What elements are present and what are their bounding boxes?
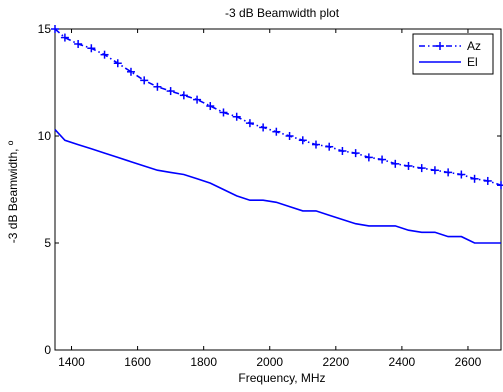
- data-point-az: [483, 176, 492, 185]
- data-point-az: [245, 119, 254, 128]
- x-tick-label: 2400: [389, 355, 416, 369]
- data-point-az: [391, 159, 400, 168]
- series-line-el: [54, 129, 501, 244]
- data-point-az: [60, 33, 69, 42]
- data-point-az: [285, 132, 294, 140]
- x-tick-label: 1600: [124, 355, 151, 369]
- data-point-az: [219, 108, 228, 117]
- legend-label-az: Az: [467, 39, 481, 53]
- y-tick-label: 15: [38, 22, 52, 36]
- data-point-az: [126, 67, 135, 76]
- data-point-az: [153, 82, 162, 91]
- chart-title: -3 dB Beamwidth plot: [225, 6, 340, 20]
- data-point-az: [378, 155, 387, 164]
- y-axis-label: -3 dB Beamwidth, º: [6, 140, 20, 243]
- data-point-az: [100, 50, 109, 59]
- data-point-az: [179, 91, 188, 100]
- x-tick-label: 2200: [322, 355, 349, 369]
- legend: Az El: [412, 33, 494, 75]
- data-point-az: [470, 174, 479, 183]
- data-point-az: [497, 181, 503, 190]
- data-point-az: [430, 166, 439, 175]
- data-point-az: [298, 136, 307, 145]
- data-point-az: [113, 59, 122, 68]
- legend-box: [412, 33, 494, 75]
- data-point-az: [351, 149, 360, 158]
- data-point-az: [232, 112, 241, 121]
- data-point-az: [311, 140, 320, 149]
- legend-marker-az: [436, 42, 444, 50]
- data-point-az: [272, 127, 281, 136]
- plot-frame: [54, 28, 502, 351]
- x-axis-label: Frequency, MHz: [238, 371, 325, 385]
- data-point-az: [404, 161, 413, 170]
- data-point-az: [206, 102, 215, 111]
- data-point-az: [338, 146, 347, 155]
- data-point-az: [364, 153, 373, 162]
- data-point-az: [444, 168, 453, 177]
- data-point-az: [193, 95, 202, 104]
- legend-label-el: El: [467, 55, 478, 69]
- x-tick-label: 1800: [190, 355, 217, 369]
- data-point-az: [417, 164, 426, 173]
- data-point-az: [259, 123, 268, 132]
- x-tick-label: 1400: [58, 355, 85, 369]
- x-tick-label: 2600: [455, 355, 482, 369]
- series: [51, 25, 503, 244]
- data-point-az: [166, 87, 175, 96]
- y-tick-label: 5: [44, 236, 51, 250]
- data-point-az: [140, 76, 149, 85]
- data-point-az: [74, 39, 83, 48]
- x-tick-label: 2000: [256, 355, 283, 369]
- data-point-az: [87, 44, 96, 53]
- y-tick-label: 10: [38, 129, 52, 143]
- y-tick-label: 0: [44, 343, 51, 357]
- data-point-az: [51, 25, 59, 33]
- axes: 1400 1600 1800 2000 2200 2400 2600 0 5 10 15: [38, 22, 502, 369]
- data-point-az: [325, 142, 334, 151]
- data-point-az: [457, 170, 466, 179]
